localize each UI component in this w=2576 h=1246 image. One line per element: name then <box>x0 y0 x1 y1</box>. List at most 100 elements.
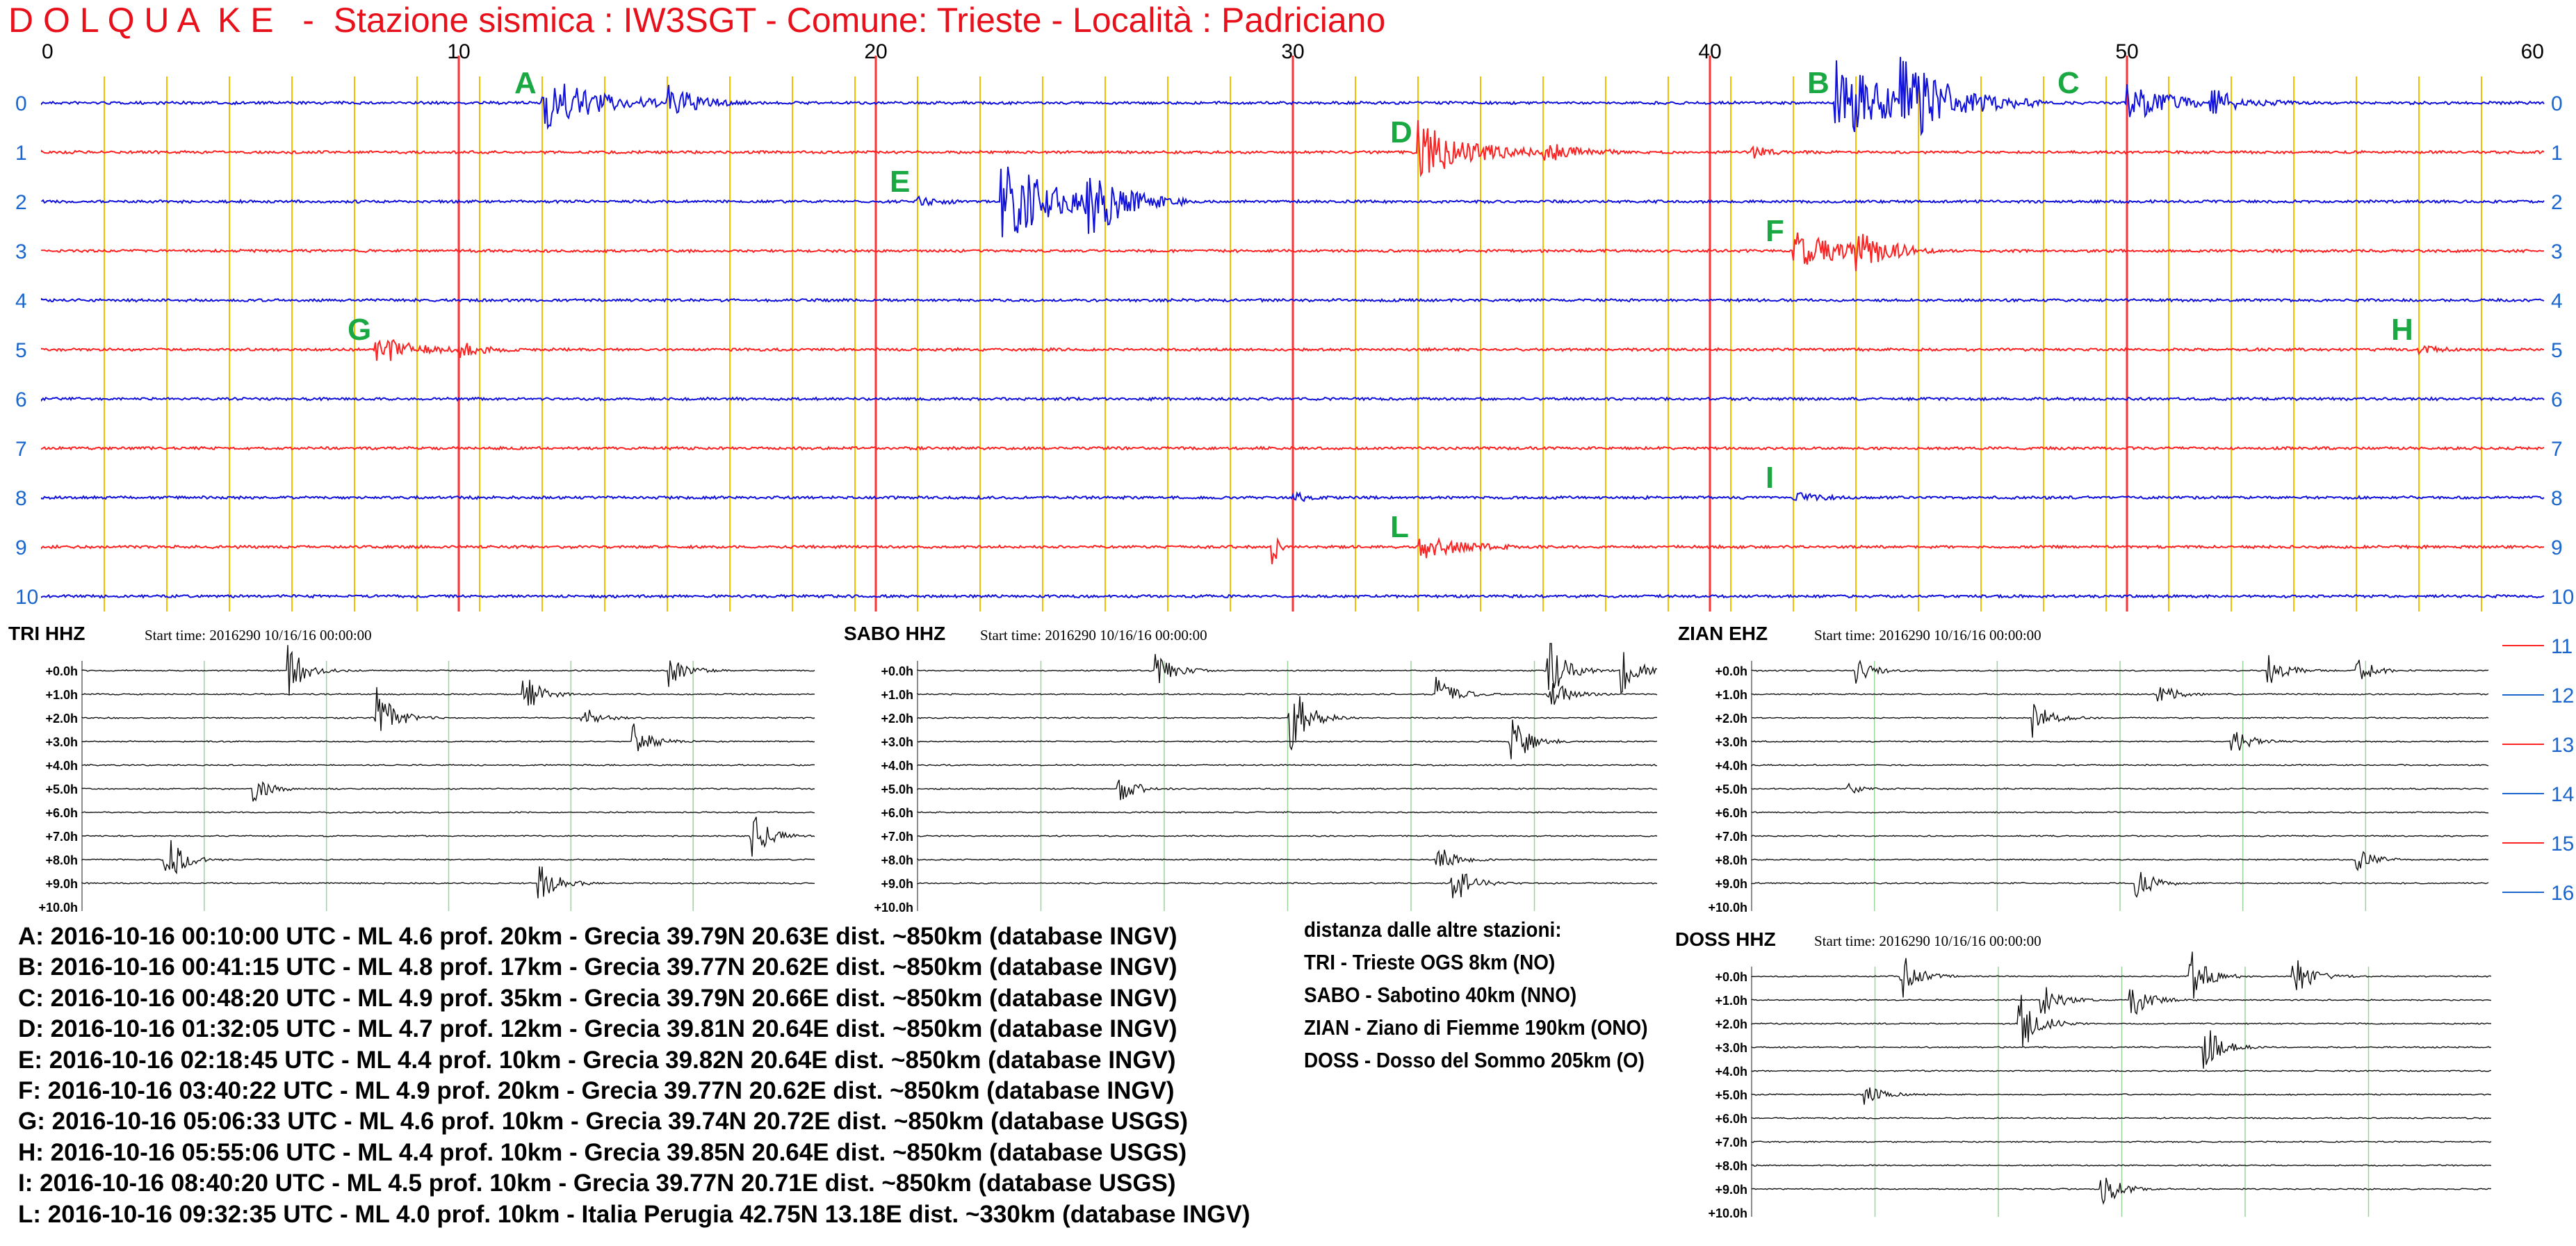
row-label-left: 8 <box>15 487 27 510</box>
row-label-right: 2 <box>2551 191 2563 214</box>
station-row-label: +4.0h <box>1715 759 1747 773</box>
row-label-right: 3 <box>2551 240 2563 263</box>
row-label-right: 8 <box>2551 487 2563 510</box>
station-start-time: Start time: 2016290 10/16/16 00:00:00 <box>145 627 372 644</box>
row-label-right: 10 <box>2551 586 2574 609</box>
event-marker-label: G <box>348 313 371 347</box>
seismic-trace <box>41 297 2545 303</box>
distance-item-sabo: SABO - Sabotino 40km (NNO) <box>1304 983 1577 1007</box>
station-trace <box>1751 1140 2492 1143</box>
row-label-right: 15 <box>2551 833 2574 855</box>
seismic-trace <box>41 593 2545 600</box>
station-trace <box>81 780 815 802</box>
row-label-left: 7 <box>15 438 27 461</box>
station-row-label: +1.0h <box>45 688 78 702</box>
station-row-label: +9.0h <box>881 877 913 891</box>
station-trace <box>81 687 815 731</box>
legend-item-g: G: 2016-10-16 05:06:33 UTC - ML 4.6 prof… <box>18 1108 1189 1136</box>
x-tick-label: 60 <box>2521 40 2544 63</box>
row-label-right: 9 <box>2551 536 2563 559</box>
station-trace <box>81 645 815 696</box>
seismic-trace <box>41 166 2545 238</box>
row-label-left: 10 <box>15 586 38 609</box>
station-trace <box>1751 764 2489 767</box>
event-marker-label: C <box>2057 66 2080 100</box>
station-trace <box>1751 994 2492 1047</box>
row-label-left: 0 <box>15 92 27 115</box>
station-trace <box>1751 1030 2492 1069</box>
station-row-label: +8.0h <box>1715 1159 1747 1173</box>
station-row-label: +1.0h <box>881 688 913 702</box>
station-trace <box>917 677 1658 705</box>
station-row-label: +6.0h <box>1715 806 1747 820</box>
station-trace <box>917 643 1658 694</box>
station-row-label: +8.0h <box>1715 853 1747 867</box>
seismic-trace <box>41 56 2545 137</box>
station-row-label: +8.0h <box>45 853 78 867</box>
station-row-label: +4.0h <box>1715 1065 1747 1079</box>
station-trace <box>81 811 815 814</box>
station-row-label: +0.0h <box>45 664 78 678</box>
station-row-label: +0.0h <box>881 664 913 678</box>
page-title: D O L Q U A K E - Stazione sismica : IW3… <box>8 1 1386 40</box>
legend-item-e: E: 2016-10-16 02:18:45 UTC - ML 4.4 prof… <box>18 1046 1176 1074</box>
station-row-label: +7.0h <box>1715 830 1747 844</box>
station-row-label: +5.0h <box>45 782 78 796</box>
row-label-right: 0 <box>2551 92 2563 115</box>
station-row-label: +1.0h <box>1715 994 1747 1008</box>
station-trace <box>917 780 1658 801</box>
x-tick-label: 0 <box>42 40 54 63</box>
seismic-trace <box>41 491 2545 502</box>
station-start-time: Start time: 2016290 10/16/16 00:00:00 <box>1814 627 2041 644</box>
events-legend: A: 2016-10-16 00:10:00 UTC - ML 4.6 prof… <box>18 921 1250 1230</box>
station-row-label: +7.0h <box>1715 1136 1747 1149</box>
row-label-left: 5 <box>15 339 27 362</box>
row-label-left: 3 <box>15 240 27 263</box>
row-label-right: 12 <box>2551 685 2574 707</box>
station-row-label: +10.0h <box>1708 901 1747 915</box>
station-row-label: +9.0h <box>45 877 78 891</box>
station-row-label: +7.0h <box>45 830 78 844</box>
station-row-label: +3.0h <box>881 735 913 749</box>
event-marker-label: A <box>514 66 537 100</box>
station-trace <box>81 764 815 767</box>
legend-item-h: H: 2016-10-16 05:55:06 UTC - ML 4.4 prof… <box>18 1138 1187 1166</box>
station-trace <box>1751 704 2489 738</box>
station-name: SABO HHZ <box>844 623 945 644</box>
station-trace <box>1751 687 2489 702</box>
row-label-left: 2 <box>15 191 27 214</box>
row-label-right: 1 <box>2551 142 2563 165</box>
row-label-left: 9 <box>15 536 27 559</box>
station-panel: ZIAN EHZ Start time: 2016290 10/16/16 00:… <box>1678 623 2489 915</box>
station-trace <box>1751 1177 2492 1205</box>
station-row-label: +10.0h <box>874 901 913 915</box>
station-trace <box>1751 811 2489 814</box>
station-trace <box>81 839 815 875</box>
legend-item-l: L: 2016-10-16 09:32:35 UTC - ML 4.0 prof… <box>18 1200 1250 1228</box>
station-trace <box>81 866 815 899</box>
seismic-trace <box>41 395 2545 402</box>
station-name: DOSS HHZ <box>1675 928 1776 950</box>
seismic-trace <box>41 536 2545 564</box>
station-panel: DOSS HHZ Start time: 2016290 10/16/16 00:… <box>1675 928 2492 1220</box>
station-row-label: +5.0h <box>881 782 913 796</box>
distance-item-doss: DOSS - Dosso del Sommo 205km (O) <box>1304 1048 1645 1072</box>
row-label-right: 16 <box>2551 882 2574 905</box>
distances-title: distanza dalle altre stazioni: <box>1304 917 1562 942</box>
station-trace <box>917 849 1658 867</box>
station-trace <box>81 680 815 706</box>
station-trace <box>1751 1087 2492 1105</box>
station-distances: distanza dalle altre stazioni: TRI - Tri… <box>1304 913 1648 1076</box>
station-row-label: +7.0h <box>881 830 913 844</box>
station-row-label: +2.0h <box>45 712 78 726</box>
station-row-label: +9.0h <box>1715 877 1747 891</box>
station-row-label: +6.0h <box>1715 1112 1747 1126</box>
station-trace <box>1751 951 2492 999</box>
row-label-right: 13 <box>2551 734 2574 757</box>
station-trace <box>1751 834 2489 837</box>
station-row-label: +9.0h <box>1715 1183 1747 1197</box>
station-trace <box>81 723 815 752</box>
station-trace <box>1751 782 2489 794</box>
station-row-label: +4.0h <box>881 759 913 773</box>
